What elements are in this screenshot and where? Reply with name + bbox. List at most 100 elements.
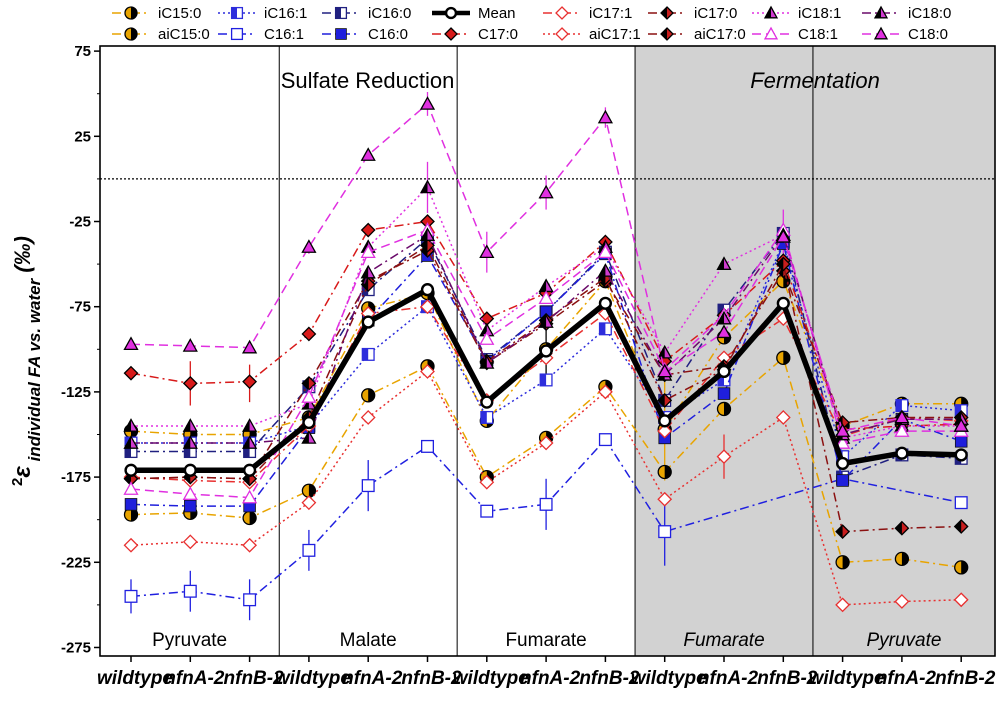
data-point — [538, 435, 554, 451]
legend-label: C18:1 — [798, 26, 838, 43]
x-tick-label: nfnB-2 — [224, 668, 285, 689]
medium-label: Pyruvate — [866, 630, 941, 651]
data-point — [241, 339, 258, 354]
data-point — [716, 449, 732, 465]
data-point — [597, 384, 613, 400]
data-point — [538, 278, 554, 293]
data-point — [479, 331, 495, 345]
data-point — [123, 507, 139, 522]
data-point — [301, 483, 317, 498]
legend-label: aiC15:0 — [158, 26, 210, 43]
data-point — [597, 263, 614, 277]
legend: iC15:0 iC16:1 iC16:0 Mean iC17:1 iC17:0 iC18:1… — [112, 5, 951, 43]
data-point — [776, 296, 790, 310]
data-point — [184, 499, 197, 513]
data-point — [479, 355, 495, 369]
data-point — [835, 456, 850, 471]
series-mean — [124, 283, 968, 477]
legend-label: aiC17:1 — [589, 26, 641, 43]
legend-marker — [873, 26, 889, 40]
data-point — [954, 435, 968, 448]
data-point — [776, 350, 791, 365]
data-point — [183, 584, 197, 598]
data-point — [539, 373, 553, 387]
data-point — [301, 375, 317, 391]
data-point — [301, 239, 317, 253]
series-line — [130, 242, 962, 507]
legend-item: iC16:0 — [322, 5, 411, 22]
data-point — [895, 446, 909, 460]
data-point — [717, 387, 731, 400]
data-point — [241, 435, 258, 449]
data-point — [182, 486, 198, 500]
data-point — [360, 410, 376, 425]
legend-marker — [763, 5, 779, 19]
legend-item: aiC17:0 — [648, 26, 746, 43]
legend-label: C17:0 — [478, 26, 518, 43]
plot-frame — [99, 45, 996, 657]
data-point — [835, 597, 851, 613]
data-point — [775, 410, 791, 425]
y-tick-label: -75 — [69, 299, 91, 316]
y-tick-label: -275 — [61, 639, 91, 656]
data-point — [360, 222, 376, 238]
data-point — [657, 363, 673, 378]
data-point — [775, 228, 791, 243]
legend-label: Mean — [478, 5, 516, 22]
data-point — [302, 543, 316, 557]
legend-marker — [444, 27, 458, 41]
y-tick-label: 25 — [74, 128, 91, 145]
x-tick-label: nfnA-2 — [342, 668, 403, 689]
data-point — [479, 244, 495, 259]
data-point — [834, 435, 851, 449]
data-point — [658, 525, 672, 539]
series-line — [130, 438, 962, 601]
legend-marker — [444, 6, 458, 20]
data-point — [894, 594, 910, 609]
data-point — [301, 389, 317, 403]
legend-item: C16:0 — [322, 26, 408, 43]
legend-marker — [555, 6, 569, 20]
data-point — [420, 439, 434, 453]
legend-marker — [124, 27, 138, 41]
data-point — [954, 448, 968, 462]
x-tick-label: wildtype — [453, 668, 529, 689]
y-axis-title: 2ε individual FA vs. water (‰) — [9, 236, 44, 486]
y-tick-label: -225 — [61, 554, 91, 571]
series-aic17-1 — [123, 364, 969, 613]
data-point — [775, 256, 791, 272]
data-point — [124, 463, 138, 477]
data-point — [301, 430, 317, 444]
data-point — [420, 283, 435, 297]
data-point — [420, 364, 435, 379]
data-point — [597, 109, 614, 124]
legend-item: iC16:1 — [218, 5, 307, 22]
data-point — [539, 344, 553, 358]
legend-item: iC17:1 — [543, 5, 632, 22]
x-tick-label: nfnB-2 — [757, 668, 818, 689]
legend-marker — [334, 6, 348, 20]
data-point — [301, 495, 317, 511]
y-tick-label: -125 — [61, 384, 91, 401]
legend-marker — [335, 28, 347, 40]
data-point — [242, 510, 257, 526]
data-point — [123, 481, 139, 495]
legend-marker — [230, 27, 244, 41]
data-point — [657, 344, 673, 359]
legend-label: C16:0 — [368, 26, 408, 43]
data-point — [894, 520, 910, 536]
legend-marker — [763, 26, 779, 40]
legend-item: iC18:0 — [862, 5, 951, 22]
legend-marker — [660, 27, 674, 41]
legend-label: iC16:1 — [264, 5, 307, 22]
legend-label: iC17:0 — [694, 5, 737, 22]
data-point — [657, 491, 673, 507]
legend-label: iC16:0 — [368, 5, 411, 22]
data-point — [243, 463, 257, 477]
x-tick-label: nfnA-2 — [164, 668, 225, 689]
data-point — [716, 310, 732, 325]
x-tick-label: nfnA-2 — [698, 668, 759, 689]
legend-label: iC17:1 — [589, 5, 632, 22]
data-point — [302, 415, 316, 430]
